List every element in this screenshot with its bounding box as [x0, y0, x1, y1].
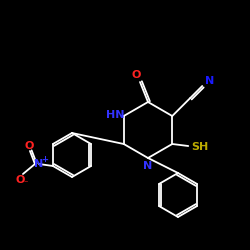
Text: N: N: [34, 159, 43, 169]
Text: HN: HN: [106, 110, 124, 120]
Text: N: N: [204, 76, 214, 86]
Text: O: O: [131, 70, 141, 80]
Text: +: +: [42, 154, 48, 164]
Text: O: O: [15, 175, 25, 185]
Text: N: N: [144, 161, 152, 171]
Text: SH: SH: [192, 142, 209, 152]
Text: O: O: [24, 141, 34, 151]
Text: ⁻: ⁻: [24, 178, 28, 188]
